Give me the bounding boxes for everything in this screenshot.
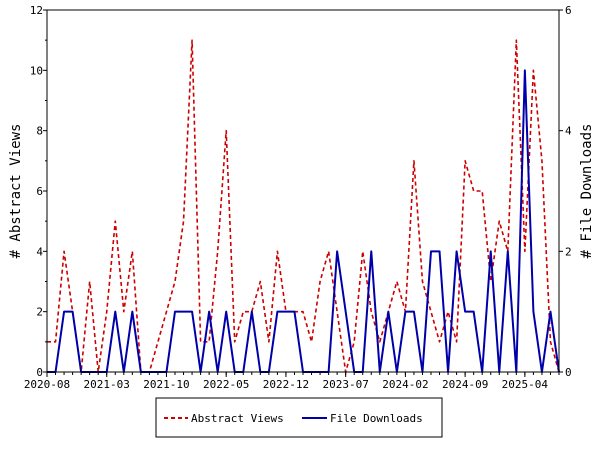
y-left-tick-label: 0 (36, 366, 43, 379)
x-tick-label: 2024-09 (442, 378, 488, 391)
x-tick-label: 2022-12 (263, 378, 309, 391)
x-tick-label: 2024-02 (382, 378, 428, 391)
x-tick-label: 2022-05 (203, 378, 249, 391)
y-left-tick-label: 4 (36, 245, 43, 258)
y-right-tick-label: 2 (565, 245, 572, 258)
x-tick-label: 2021-03 (84, 378, 130, 391)
x-tick-label: 2021-10 (143, 378, 189, 391)
legend-box (155, 397, 443, 438)
x-tick-label: 2020-08 (24, 378, 70, 391)
series-line-abstract-views (47, 39, 560, 373)
y-right-tick-label: 4 (565, 125, 572, 138)
ticks: 0 2 4 6 8 10 12 0 2 4 6 2020-08 2021-03 2021-10 2022-0… (24, 4, 572, 391)
y-left-tick-label: 8 (36, 125, 43, 138)
x-tick-label: 2025-04 (502, 378, 549, 391)
legend-label-file-downloads: File Downloads (330, 412, 423, 425)
y-right-tick-label: 6 (565, 4, 572, 17)
y-axis-right-title: # File Downloads (579, 124, 595, 259)
y-axis-left-title: # Abstract Views (8, 124, 24, 259)
x-tick-label: 2023-07 (322, 378, 368, 391)
y-right-tick-label: 0 (565, 366, 572, 379)
y-left-tick-label: 6 (36, 185, 43, 198)
y-left-tick-label: 2 (36, 306, 43, 319)
y-left-tick-label: 12 (30, 4, 43, 17)
legend-label-abstract-views: Abstract Views (191, 412, 284, 425)
y-left-tick-label: 10 (30, 64, 43, 77)
legend: Abstract Views File Downloads (155, 397, 443, 438)
